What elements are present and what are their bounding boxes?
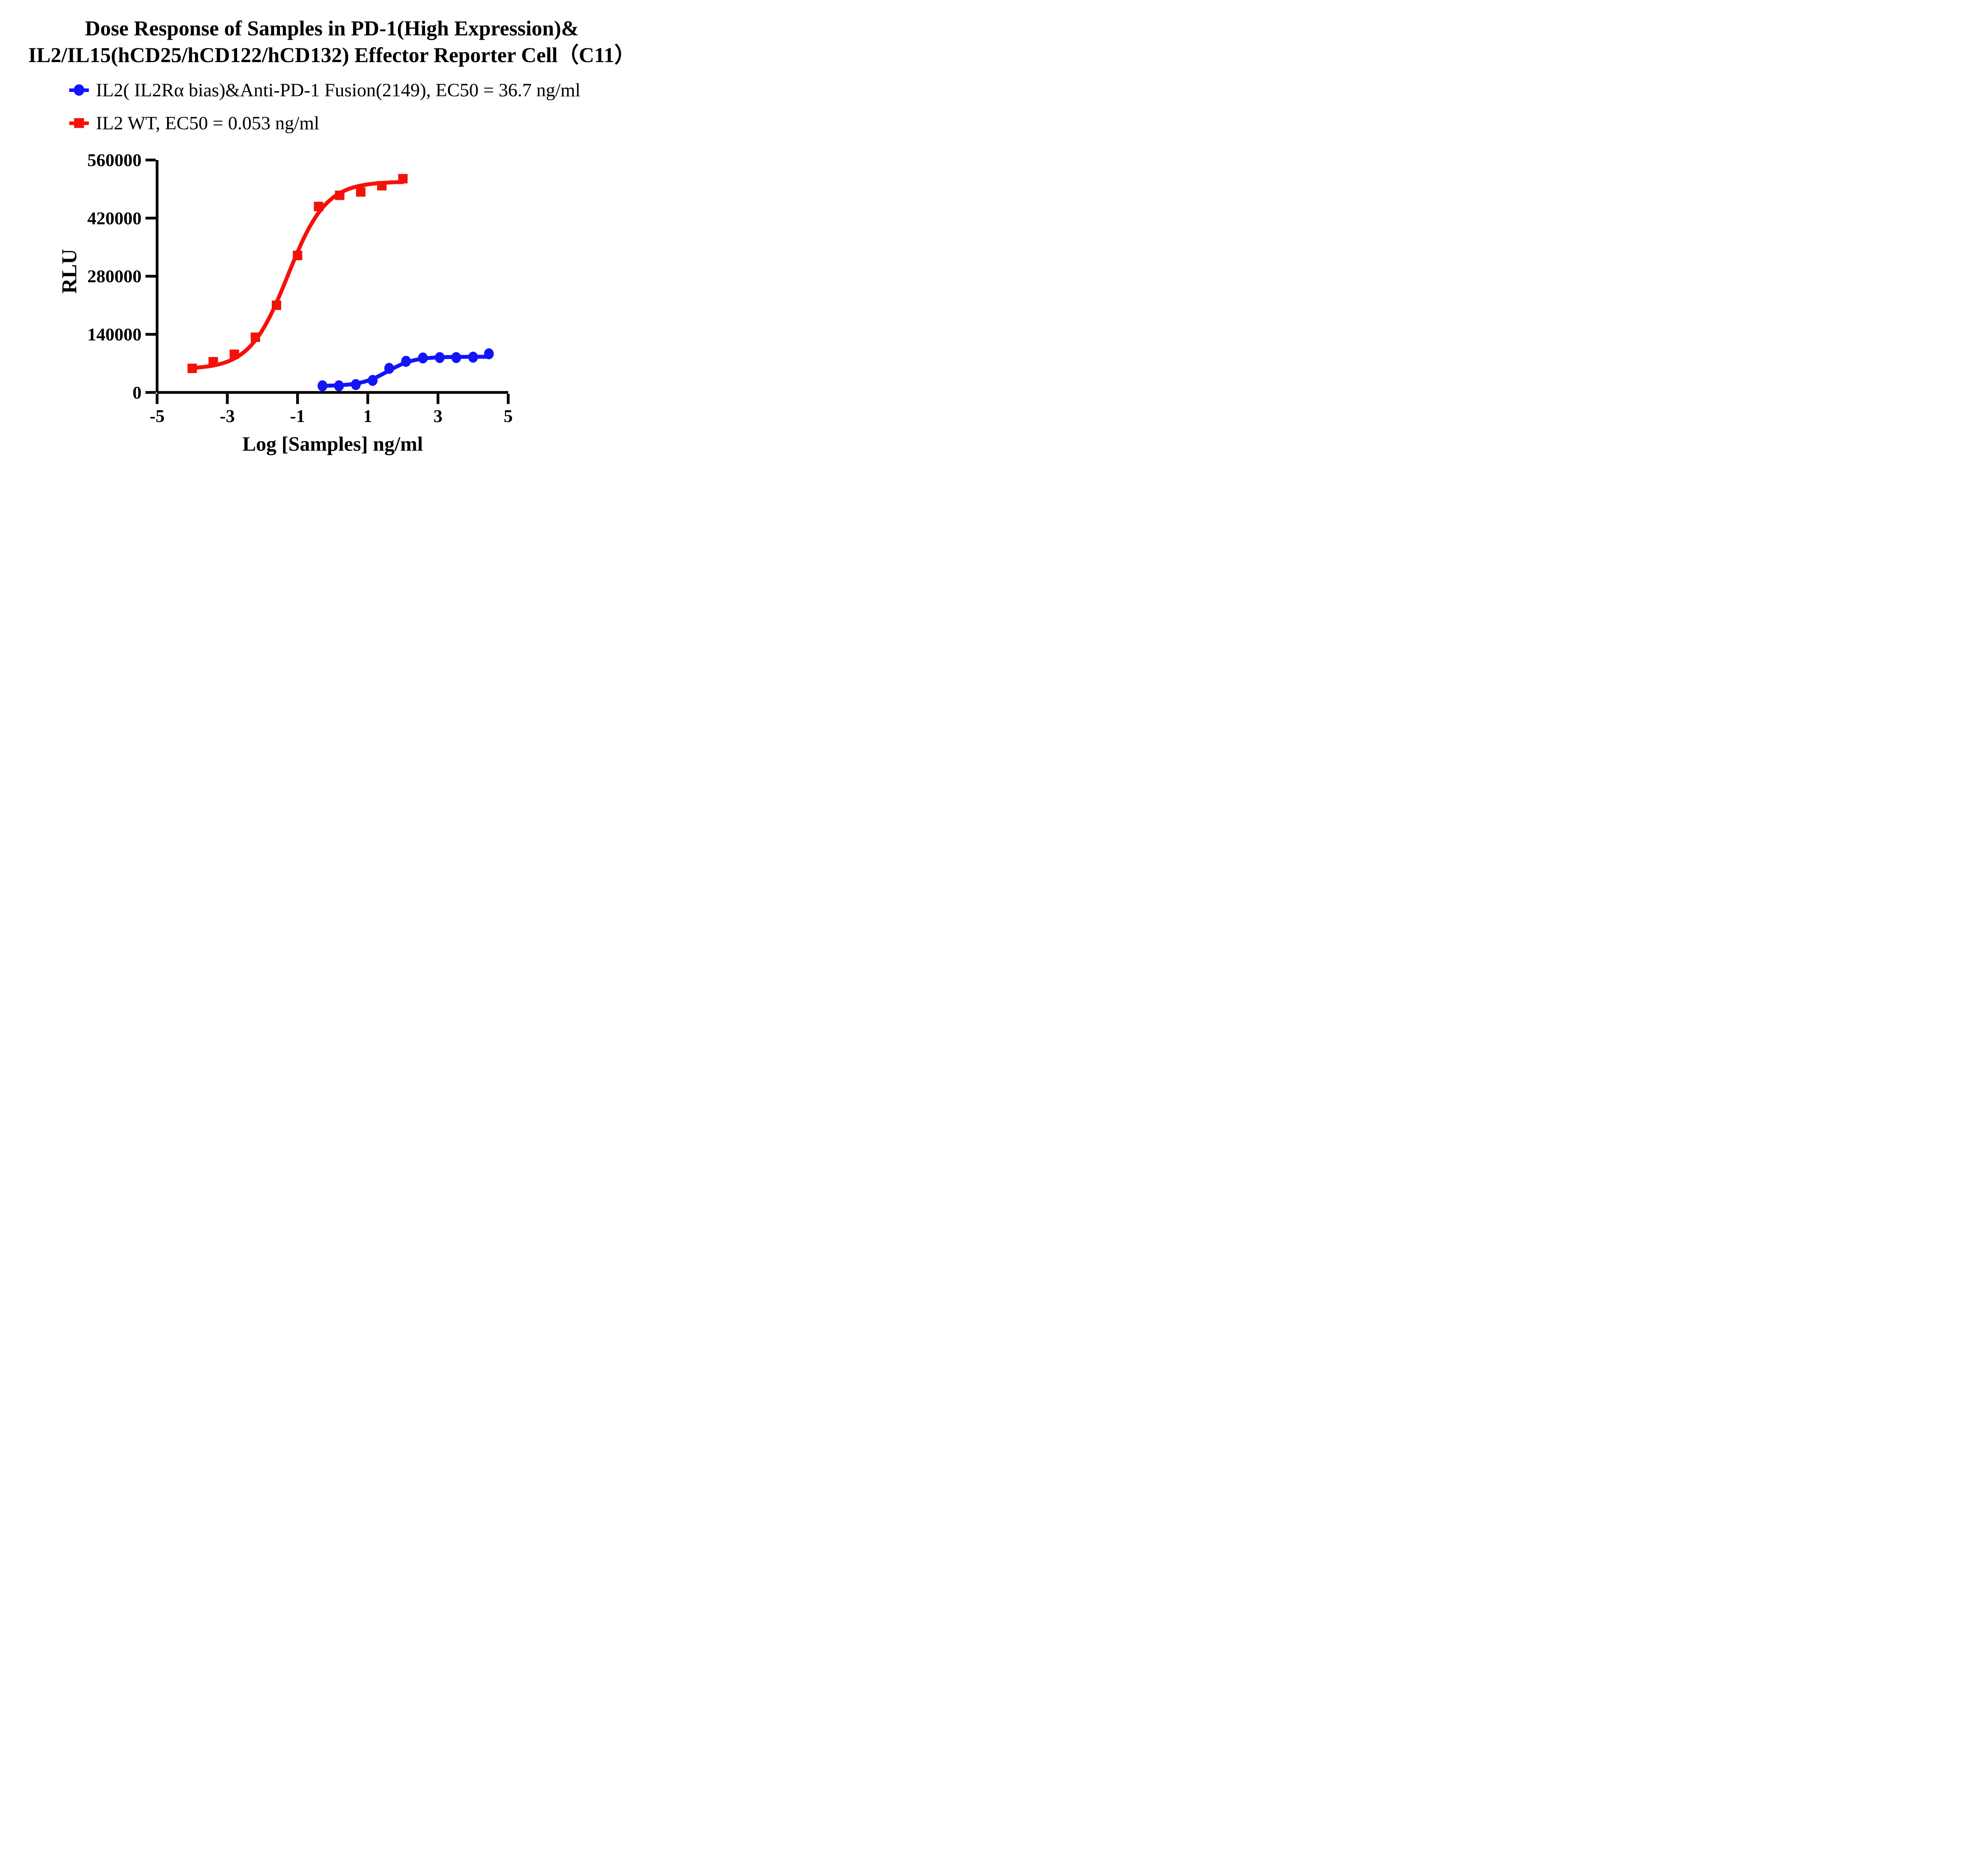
data-point-il2-wt bbox=[250, 332, 260, 342]
legend-marker-circle-icon bbox=[69, 83, 89, 97]
x-tick bbox=[436, 394, 440, 404]
data-point-il2-fusion bbox=[451, 352, 461, 363]
y-tick bbox=[145, 158, 156, 162]
data-point-il2-fusion bbox=[401, 356, 411, 367]
data-point-il2-wt bbox=[335, 190, 344, 200]
legend-label-il2-wt: IL2 WT, EC50 = 0.053 ng/ml bbox=[96, 112, 319, 134]
legend-label-il2-fusion: IL2( IL2Rα bias)&Anti-PD-1 Fusion(2149),… bbox=[96, 79, 581, 101]
x-tick bbox=[226, 394, 229, 404]
y-tick-label: 280000 bbox=[87, 266, 142, 286]
figure-page: Dose Response of Samples in PD-1(High Ex… bbox=[0, 0, 664, 469]
legend: IL2( IL2Rα bias)&Anti-PD-1 Fusion(2149),… bbox=[69, 78, 580, 135]
data-point-il2-fusion bbox=[368, 375, 378, 386]
data-point-il2-fusion bbox=[484, 348, 494, 360]
chart-title-line2: IL2/IL15(hCD25/hCD122/hCD132) Effector R… bbox=[28, 43, 636, 67]
y-tick-label: 420000 bbox=[87, 208, 142, 228]
data-point-il2-fusion bbox=[468, 351, 478, 363]
data-point-il2-wt bbox=[293, 250, 302, 260]
data-point-il2-wt bbox=[187, 364, 197, 373]
y-tick-label: 0 bbox=[133, 383, 142, 403]
legend-square-red bbox=[74, 118, 84, 128]
y-tick-label: 140000 bbox=[87, 324, 142, 344]
x-axis-line bbox=[157, 391, 508, 394]
dose-response-chart: 0 140000 280000 420000 560000 -5 -3 -1 1 3 5 Log [S… bbox=[57, 150, 513, 456]
y-tick bbox=[145, 217, 156, 220]
legend-circle-blue bbox=[74, 84, 85, 96]
data-point-il2-wt bbox=[229, 349, 239, 359]
x-tick bbox=[507, 394, 510, 404]
y-axis-line bbox=[156, 160, 158, 393]
legend-item-il2-wt: IL2 WT, EC50 = 0.053 ng/ml bbox=[69, 111, 580, 135]
x-tick-label: 3 bbox=[433, 406, 442, 426]
data-point-il2-fusion bbox=[434, 352, 445, 363]
x-tick bbox=[366, 394, 369, 404]
x-tick-label: -3 bbox=[220, 406, 235, 426]
y-axis-title: RLU bbox=[57, 249, 81, 294]
data-point-il2-wt bbox=[398, 174, 408, 184]
x-tick bbox=[156, 394, 158, 404]
data-point-il2-wt bbox=[314, 202, 324, 212]
data-point-il2-fusion bbox=[351, 379, 361, 390]
x-tick-label: -5 bbox=[149, 406, 164, 426]
y-tick bbox=[145, 333, 156, 336]
data-point-il2-fusion bbox=[317, 380, 328, 392]
data-point-il2-wt bbox=[356, 187, 366, 197]
chart-title: Dose Response of Samples in PD-1(High Ex… bbox=[0, 15, 664, 68]
y-tick bbox=[145, 391, 156, 394]
x-tick-label: 1 bbox=[363, 406, 372, 426]
x-tick bbox=[296, 394, 299, 404]
y-tick-label: 560000 bbox=[87, 150, 142, 170]
data-point-il2-fusion bbox=[334, 380, 344, 392]
data-point-il2-wt bbox=[272, 300, 282, 310]
x-tick-label: 5 bbox=[504, 406, 513, 426]
chart-title-line1: Dose Response of Samples in PD-1(High Ex… bbox=[85, 17, 579, 40]
data-point-il2-wt bbox=[208, 357, 218, 367]
data-point-il2-fusion bbox=[384, 363, 394, 374]
x-tick-label: -1 bbox=[290, 406, 305, 426]
x-axis-title: Log [Samples] ng/ml bbox=[242, 433, 423, 456]
y-tick bbox=[145, 275, 156, 278]
data-point-il2-wt bbox=[377, 181, 387, 191]
data-point-il2-fusion bbox=[418, 352, 428, 364]
fit-curve-il2-wt bbox=[190, 180, 405, 370]
legend-item-il2-fusion: IL2( IL2Rα bias)&Anti-PD-1 Fusion(2149),… bbox=[69, 78, 580, 102]
legend-marker-square-icon bbox=[69, 116, 89, 130]
